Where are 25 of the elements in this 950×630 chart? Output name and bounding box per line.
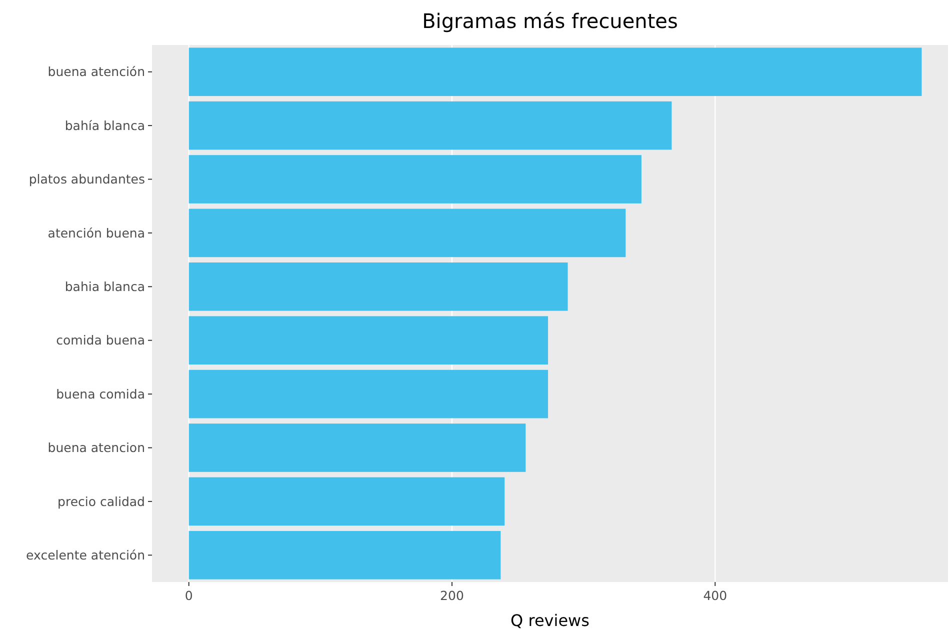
x-axis-title: Q reviews [510, 611, 590, 630]
x-tick-label: 0 [184, 588, 193, 603]
y-tick-label: comida buena [56, 332, 145, 348]
bar [188, 424, 526, 472]
y-tick-label: excelente atención [26, 548, 145, 563]
bar [188, 262, 568, 311]
chart-title: Bigramas más frecuentes [422, 9, 678, 33]
y-tick-label: bahía blanca [64, 118, 145, 133]
y-tick-label: precio calidad [58, 494, 145, 509]
y-tick-label: buena comida [56, 386, 145, 402]
bar [188, 370, 548, 418]
x-tick-label: 400 [703, 588, 728, 603]
y-tick-label: bahia blanca [64, 279, 145, 294]
y-tick-label: atención buena [48, 225, 145, 240]
bar [188, 477, 505, 526]
bar [188, 48, 922, 96]
x-tick-label: 200 [440, 588, 464, 603]
y-tick-label: buena atencion [48, 440, 145, 456]
y-tick-label: buena atención [48, 64, 145, 80]
bar [188, 155, 642, 204]
bar [188, 101, 672, 150]
bar [188, 530, 501, 580]
y-tick-label: platos abundantes [28, 172, 145, 187]
bar [188, 208, 626, 258]
bar [188, 316, 548, 365]
